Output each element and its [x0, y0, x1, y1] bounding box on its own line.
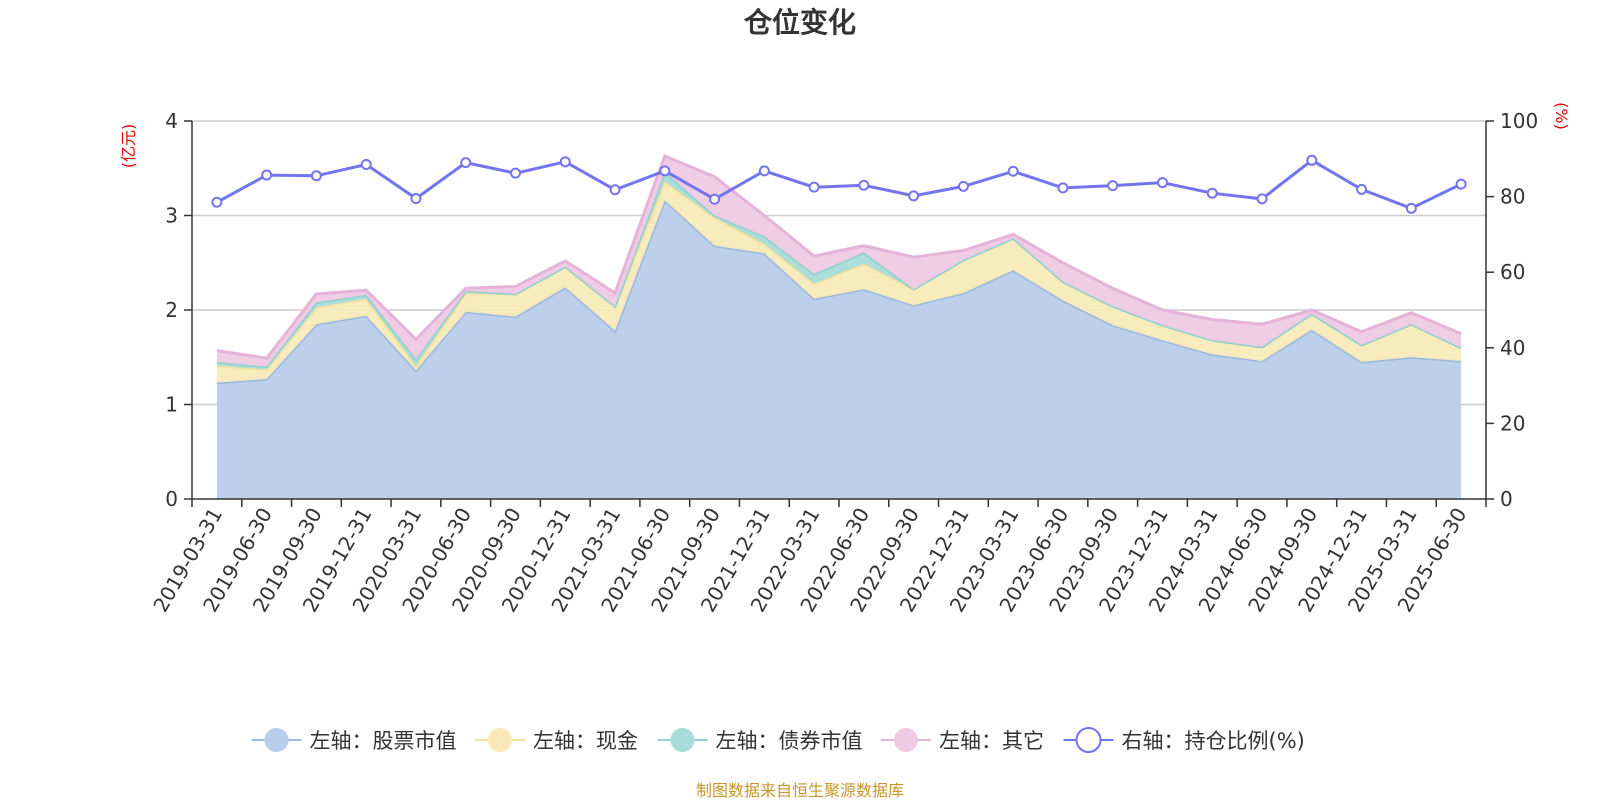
chart-title: 仓位变化 — [744, 6, 856, 39]
holding-ratio-point — [360, 158, 372, 170]
stacked-areas — [216, 154, 1462, 499]
legend: 左轴：股票市值 左轴：现金 左轴：债券市值 左轴：其它 右轴：持仓比例(%) — [251, 727, 1305, 753]
legend-item[interactable]: 左轴：其它 — [881, 728, 1044, 753]
legend-label: 右轴：持仓比例(%) — [1122, 729, 1305, 753]
holding-ratio-point — [1356, 183, 1368, 195]
legend-label: 左轴：其它 — [939, 729, 1044, 753]
holding-ratio-point — [559, 156, 571, 168]
area-左轴：其它 — [216, 156, 1462, 367]
holding-ratio-point — [1306, 154, 1318, 166]
right-tick-label: 60 — [1500, 260, 1525, 284]
holding-ratio-point — [908, 190, 920, 202]
holding-ratio-point — [1256, 193, 1268, 205]
holding-ratio-point — [310, 170, 322, 182]
legend-circle-icon — [1075, 727, 1102, 753]
holding-ratio-point — [1206, 187, 1218, 199]
right-tick-label: 40 — [1500, 336, 1525, 360]
legend-label: 左轴：债券市值 — [716, 729, 863, 753]
holding-ratio-point — [510, 167, 521, 179]
left-tick-label: 4 — [165, 109, 178, 133]
holding-ratio-point — [261, 169, 273, 181]
legend-label: 左轴：股票市值 — [310, 729, 457, 753]
holding-ratio-path — [216, 158, 1462, 210]
legend-item[interactable]: 左轴：债券市值 — [657, 728, 863, 753]
holding-ratio-point — [609, 184, 621, 196]
area-左轴：现金 — [216, 181, 1462, 383]
left-axis-unit: (亿元) — [119, 124, 138, 169]
holding-ratio-point — [758, 165, 770, 177]
holding-ratio-point — [410, 192, 422, 204]
holding-ratio-point — [1455, 178, 1467, 190]
legend-circle-icon — [894, 728, 918, 752]
holding-ratio-point — [808, 181, 820, 193]
holding-ratio-point — [1007, 165, 1019, 177]
holding-ratio-point — [709, 193, 721, 205]
right-tick-label: 100 — [1500, 109, 1538, 133]
area-左轴：债券市值 — [216, 172, 1462, 370]
left-tick-label: 0 — [165, 487, 178, 511]
legend-item[interactable]: 左轴：现金 — [475, 728, 638, 753]
legend-circle-icon — [488, 728, 512, 752]
right-tick-label: 80 — [1500, 185, 1525, 209]
data-source-note: 制图数据来自恒生聚源数据库 — [696, 781, 904, 800]
holding-ratio-point — [1107, 180, 1119, 192]
holding-ratio-point — [957, 180, 969, 192]
right-tick-label: 20 — [1500, 411, 1525, 435]
legend-item[interactable]: 左轴：股票市值 — [251, 728, 457, 753]
left-tick-label: 3 — [165, 204, 178, 228]
holding-ratio-point — [659, 165, 671, 177]
left-tick-label: 1 — [165, 393, 178, 417]
area-左轴：股票市值 — [216, 200, 1462, 499]
legend-circle-icon — [264, 728, 289, 752]
holding-ratio-point — [211, 196, 223, 208]
legend-label: 左轴：现金 — [533, 729, 638, 753]
holding-ratio-line — [211, 154, 1467, 214]
holding-ratio-point — [1405, 202, 1417, 214]
legend-item[interactable]: 右轴：持仓比例(%) — [1063, 727, 1305, 753]
right-tick-label: 0 — [1500, 487, 1513, 511]
holding-ratio-point — [1057, 182, 1069, 194]
area-top-line-左轴：其它 — [216, 154, 1462, 360]
holding-ratio-point — [1157, 177, 1168, 189]
right-axis-unit: (%) — [1552, 102, 1571, 130]
holding-ratio-point — [858, 179, 870, 191]
holding-ratio-point — [460, 157, 472, 169]
left-tick-label: 2 — [165, 298, 178, 322]
legend-circle-icon — [670, 728, 695, 752]
